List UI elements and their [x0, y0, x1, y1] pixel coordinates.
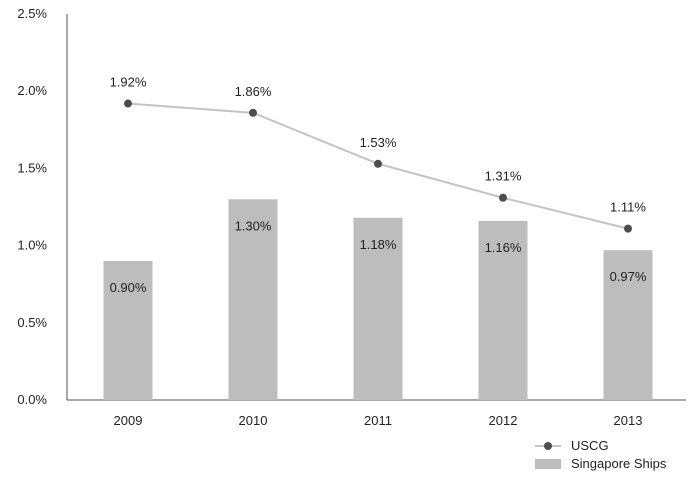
x-tick-label: 2009 — [114, 413, 143, 428]
uscg-value-label: 1.92% — [110, 75, 147, 90]
bar-singapore-2011 — [353, 217, 403, 400]
uscg-point-2011 — [374, 159, 382, 168]
bar-singapore-2009 — [103, 261, 153, 400]
legend: USCG Singapore Ships — [535, 438, 667, 471]
legend-uscg-label: USCG — [571, 438, 609, 453]
uscg-point-2009 — [124, 99, 132, 108]
y-tick-labels: 0.0% 0.5% 1.0% 1.5% 2.0% 2.5% — [17, 6, 47, 407]
y-tick-label: 2.5% — [17, 6, 47, 21]
bars — [103, 199, 653, 400]
bar-singapore-2012 — [478, 220, 528, 400]
legend-singapore-label: Singapore Ships — [571, 456, 667, 471]
bar-labels: 0.90% 1.30% 1.18% 1.16% 0.97% — [110, 218, 647, 295]
uscg-value-label: 1.11% — [610, 200, 646, 215]
bar-value-label: 1.16% — [485, 240, 522, 255]
bar-value-label: 0.97% — [610, 269, 647, 284]
bar-value-label: 0.90% — [110, 280, 147, 295]
uscg-value-label: 1.53% — [360, 135, 397, 150]
uscg-point-2013 — [624, 224, 632, 233]
x-tick-label: 2011 — [364, 413, 392, 428]
y-tick-label: 1.5% — [17, 160, 47, 175]
x-tick-label: 2012 — [489, 413, 518, 428]
uscg-value-label: 1.31% — [485, 169, 522, 184]
bar-singapore-2010 — [228, 199, 278, 400]
bar-value-label: 1.18% — [360, 237, 397, 252]
x-tick-labels: 2009 2010 2011 2012 2013 — [114, 413, 643, 428]
x-tick-label: 2013 — [614, 413, 643, 428]
uscg-point-2010 — [249, 108, 257, 117]
bar-singapore-2013 — [603, 250, 653, 400]
legend-uscg-marker — [544, 442, 552, 450]
y-tick-label: 2.0% — [17, 83, 47, 98]
uscg-point-2012 — [499, 193, 507, 202]
uscg-value-label: 1.86% — [235, 84, 272, 99]
legend-singapore-swatch — [535, 459, 561, 469]
y-tick-label: 0.5% — [17, 315, 47, 330]
y-tick-label: 0.0% — [17, 392, 47, 407]
line-series: 1.92% 1.86% 1.53% 1.31% 1.11% — [110, 75, 646, 233]
bar-value-label: 1.30% — [235, 218, 272, 233]
x-tick-label: 2010 — [239, 413, 268, 428]
y-tick-label: 1.0% — [17, 238, 47, 253]
